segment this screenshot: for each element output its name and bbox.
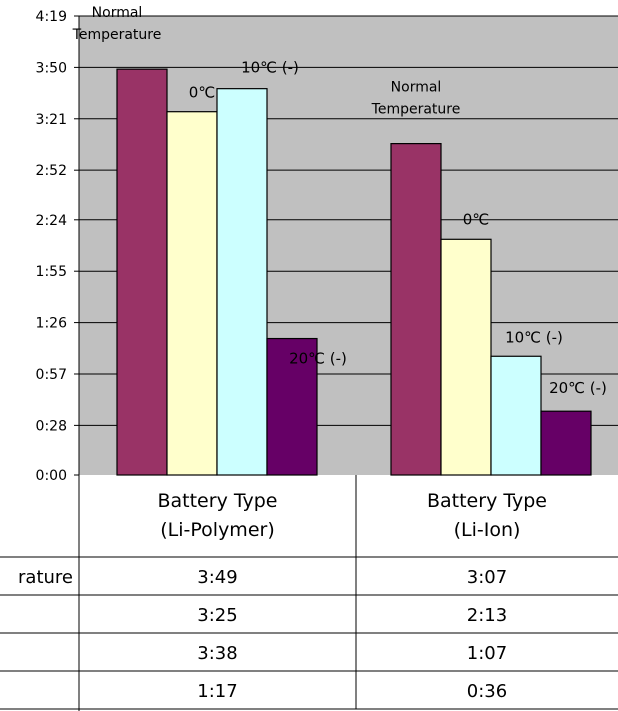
y-tick-label: 2:52 <box>36 163 67 179</box>
bar <box>390 142 442 476</box>
bar <box>266 337 318 476</box>
y-tick-label: 1:55 <box>36 264 67 280</box>
data-label: Normal <box>391 80 442 96</box>
y-tick-label: 1:26 <box>36 316 68 332</box>
category-label: Battery Type <box>157 490 277 512</box>
data-label: 20℃ (-) <box>549 379 607 397</box>
y-tick-label: 0:28 <box>36 418 67 434</box>
y-axis: 0:00 0:28 0:57 1:26 1:55 2:24 2:52 3:21 3:50 4:19 <box>36 9 80 711</box>
table-cell: 1:07 <box>467 643 507 664</box>
data-labels: Normal Temperature 0℃ 10℃ (-) 20℃ (-) Normal T… <box>72 5 607 397</box>
category-label: (Li-Ion) <box>454 519 521 541</box>
data-table: Battery Type (Li-Polymer) Battery Type (Li-… <box>0 475 618 710</box>
bar <box>540 410 592 476</box>
data-label: Temperature <box>72 27 162 43</box>
y-tick-label: 0:00 <box>36 468 67 484</box>
bar <box>216 88 268 476</box>
table-row-label: rature <box>18 567 73 588</box>
bar <box>116 68 168 476</box>
data-label: 20℃ (-) <box>289 350 347 368</box>
data-label: Normal <box>92 5 143 21</box>
data-label: 0℃ <box>189 84 215 102</box>
data-label: 10℃ (-) <box>505 328 563 346</box>
y-tick-label: 0:57 <box>36 367 67 383</box>
table-cell: 3:25 <box>197 605 237 626</box>
bar <box>166 111 218 476</box>
bar <box>490 355 542 476</box>
table-cell: 0:36 <box>467 681 507 702</box>
data-label: 0℃ <box>463 210 489 228</box>
table-cell: 3:49 <box>197 567 237 588</box>
y-tick-label: 3:21 <box>36 112 67 128</box>
bars <box>116 68 592 476</box>
category-label: Battery Type <box>427 490 547 512</box>
table-cell: 1:17 <box>197 681 237 702</box>
data-label: Temperature <box>371 102 461 118</box>
bar <box>440 238 492 476</box>
table-cell: 3:38 <box>197 643 237 664</box>
data-label: 10℃ (-) <box>241 59 299 77</box>
y-tick-label: 3:50 <box>36 60 67 76</box>
y-tick-label: 2:24 <box>36 213 68 229</box>
table-cell: 3:07 <box>467 567 507 588</box>
y-tick-label: 4:19 <box>36 9 67 25</box>
category-label: (Li-Polymer) <box>160 519 274 541</box>
table-cell: 2:13 <box>467 605 507 626</box>
